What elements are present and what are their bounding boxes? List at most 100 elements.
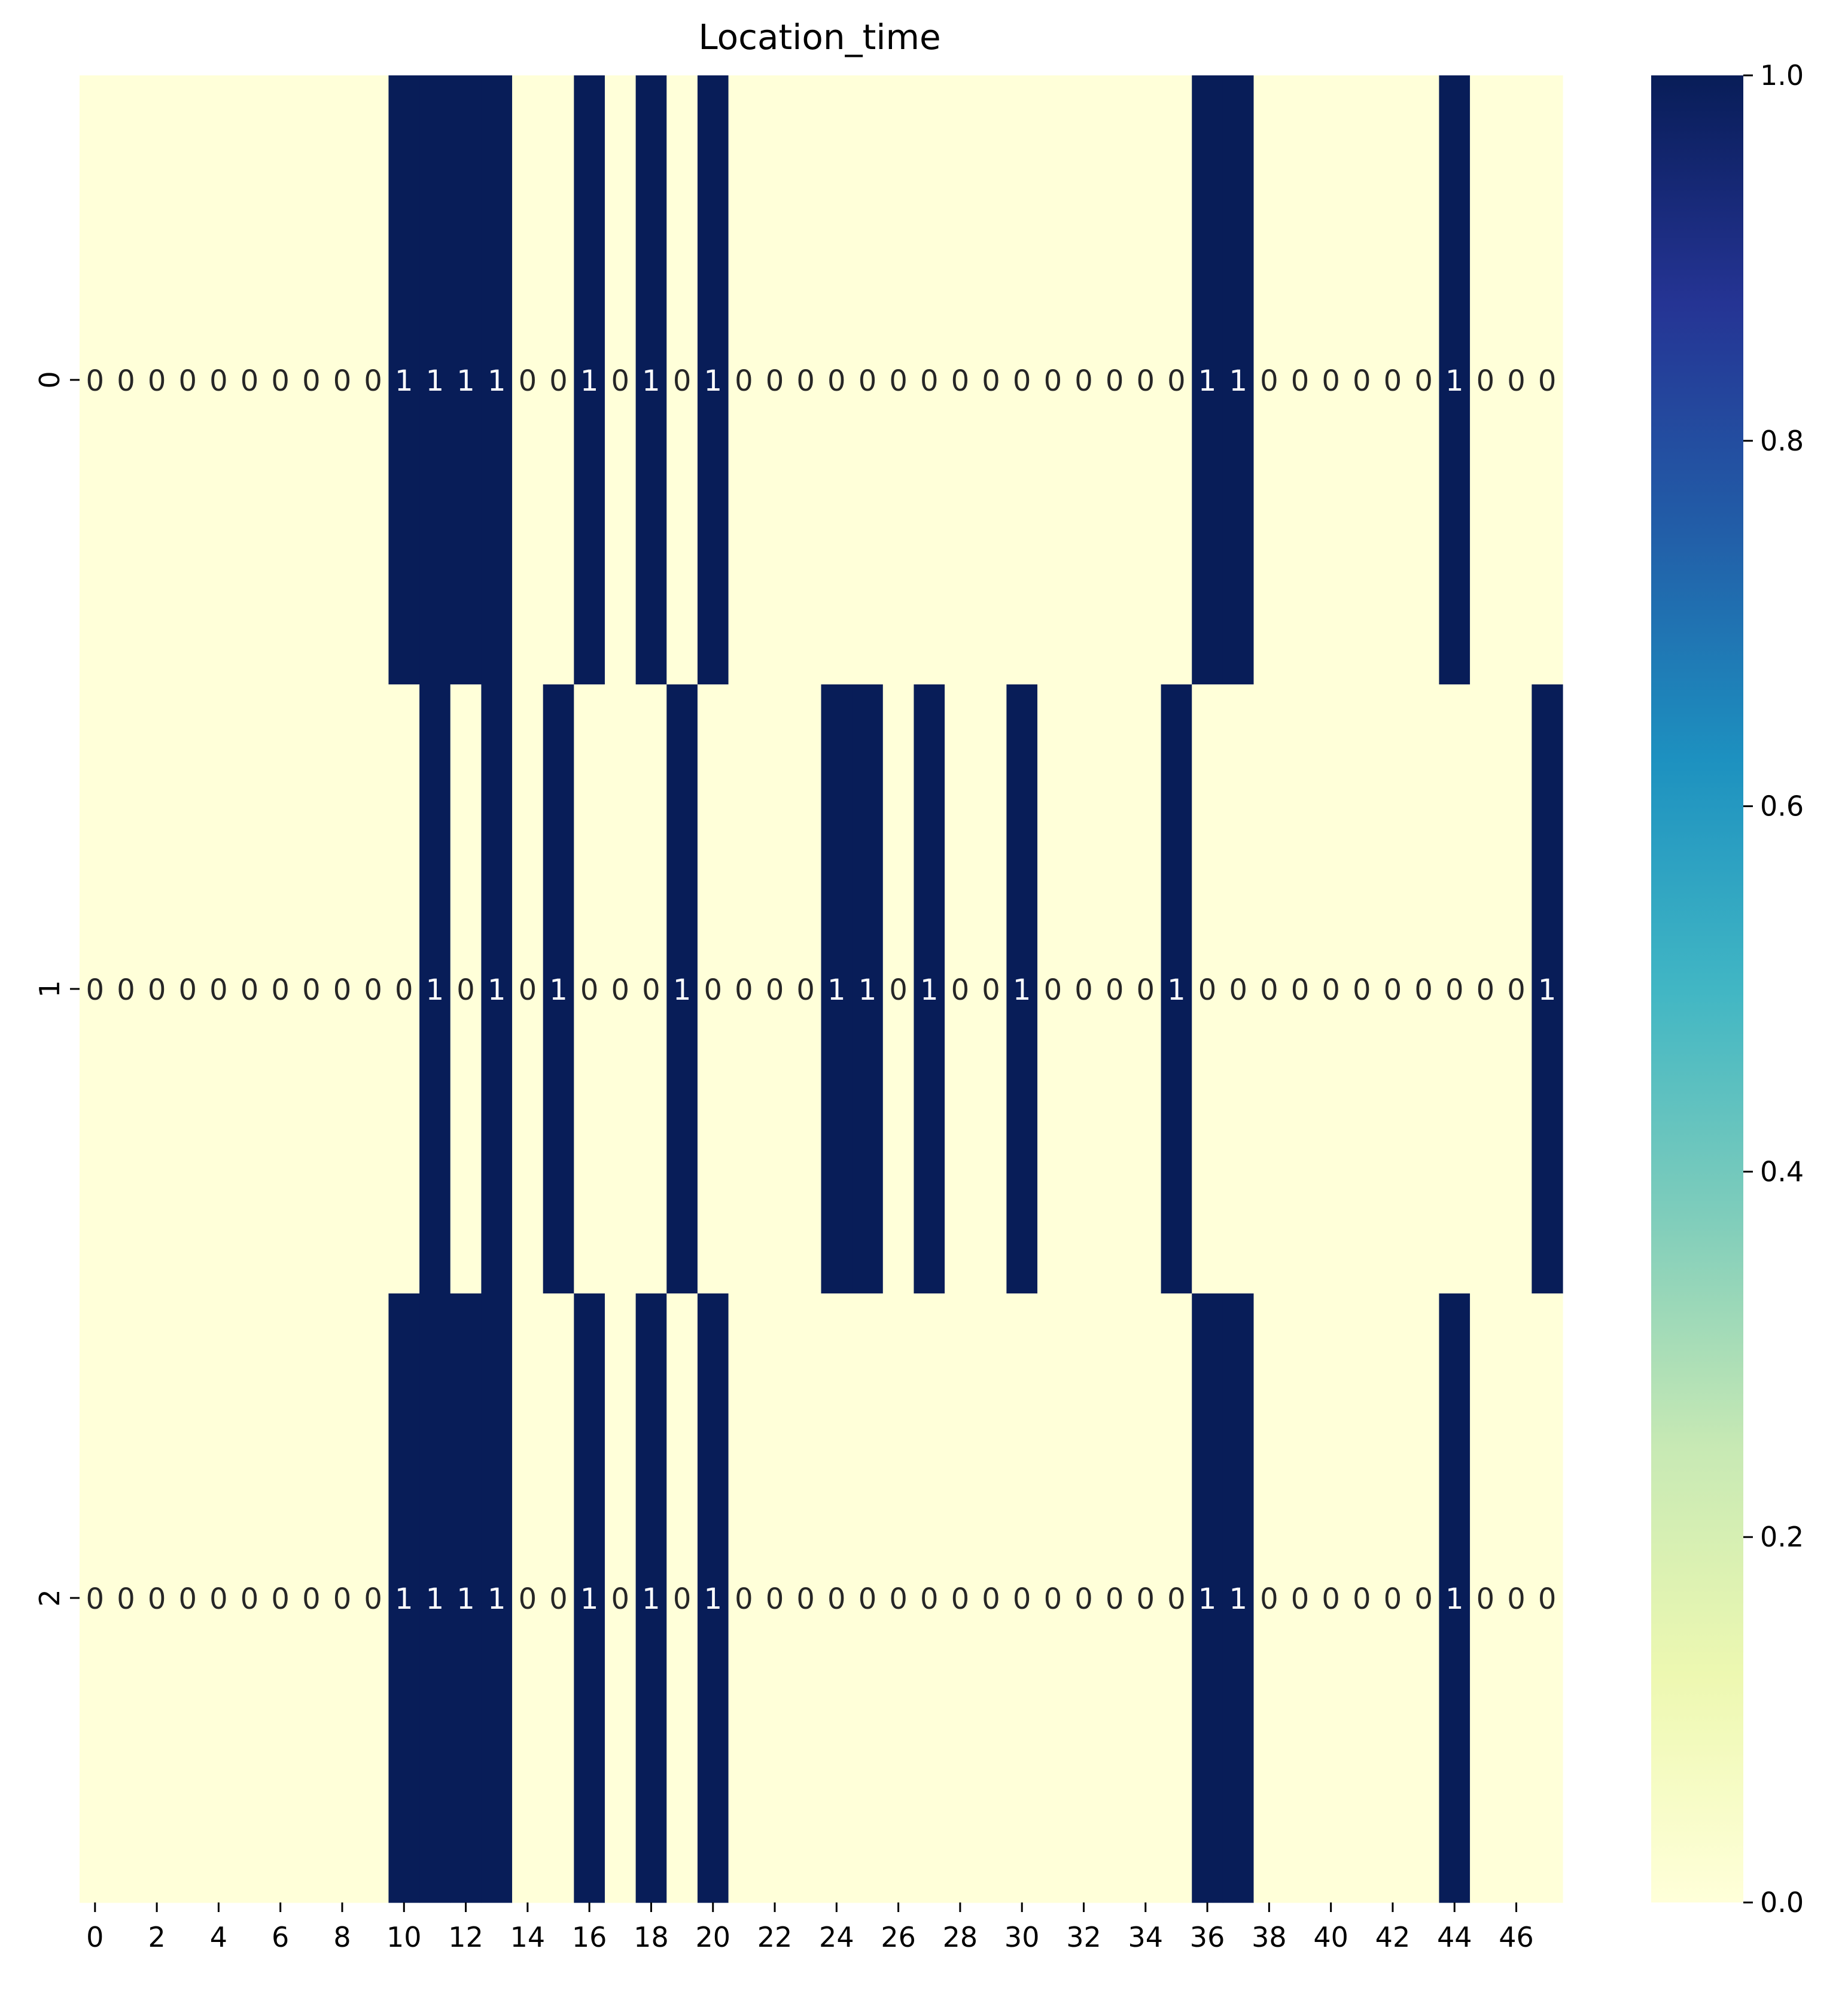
heatmap-cell xyxy=(1408,684,1440,1294)
cell-annotation: 0 xyxy=(117,1582,135,1616)
heatmap-cell xyxy=(110,1293,142,1903)
heatmap-cell xyxy=(1161,684,1192,1294)
cell-annotation: 0 xyxy=(1322,364,1340,398)
cell-annotation: 0 xyxy=(209,1582,228,1616)
heatmap-cell xyxy=(481,75,513,685)
cell-annotation: 0 xyxy=(1353,1582,1371,1616)
cell-annotation: 0 xyxy=(549,1582,568,1616)
cell-annotation: 0 xyxy=(1353,973,1371,1007)
cell-annotation: 0 xyxy=(1476,973,1495,1007)
cell-annotation: 0 xyxy=(858,364,877,398)
cell-annotation: 0 xyxy=(148,1582,166,1616)
cell-annotation: 0 xyxy=(271,1582,290,1616)
heatmap-cell xyxy=(697,684,729,1294)
heatmap-cell xyxy=(852,684,884,1294)
heatmap-cell xyxy=(945,75,976,685)
heatmap-cell xyxy=(666,684,698,1294)
x-tick-label: 14 xyxy=(510,1921,546,1953)
cell-annotation: 0 xyxy=(549,364,568,398)
cell-annotation: 1 xyxy=(1445,364,1464,398)
heatmap-cell xyxy=(203,684,235,1294)
heatmap-cell xyxy=(357,684,389,1294)
heatmap-cell xyxy=(141,1293,173,1903)
cell-annotation: 0 xyxy=(1044,364,1062,398)
cell-annotation: 0 xyxy=(642,973,660,1007)
cell-annotation: 0 xyxy=(364,1582,382,1616)
heatmap-cell xyxy=(914,75,945,685)
cell-annotation: 0 xyxy=(796,364,815,398)
cell-annotation: 0 xyxy=(178,1582,197,1616)
cell-annotation: 0 xyxy=(1198,973,1217,1007)
x-tick-label: 28 xyxy=(943,1921,978,1953)
heatmap-cell xyxy=(821,75,853,685)
cell-annotation: 0 xyxy=(858,1582,877,1616)
x-tick-label: 10 xyxy=(386,1921,422,1953)
cell-annotation: 0 xyxy=(1044,973,1062,1007)
heatmap-cell xyxy=(975,1293,1007,1903)
heatmap-cell xyxy=(296,684,327,1294)
x-tick-label: 16 xyxy=(572,1921,607,1953)
heatmap-cell xyxy=(914,1293,945,1903)
cell-annotation: 1 xyxy=(673,973,692,1007)
heatmap-cell xyxy=(1315,75,1347,685)
heatmap-cell xyxy=(1439,1293,1471,1903)
heatmap-cell xyxy=(852,75,884,685)
heatmap-cell xyxy=(1532,684,1563,1294)
heatmap-cell xyxy=(203,1293,235,1903)
heatmap-cell xyxy=(543,1293,574,1903)
heatmap-cell xyxy=(110,75,142,685)
heatmap-cell xyxy=(882,684,915,1294)
cell-annotation: 1 xyxy=(426,1582,445,1616)
heatmap-cell xyxy=(80,684,111,1294)
heatmap-cell xyxy=(357,1293,389,1903)
heatmap-cell xyxy=(604,1293,637,1903)
heatmap-cell xyxy=(604,75,637,685)
cell-annotation: 0 xyxy=(1260,364,1278,398)
cell-annotation: 0 xyxy=(1106,364,1124,398)
heatmap-cell xyxy=(1377,1293,1409,1903)
heatmap-cell xyxy=(759,684,791,1294)
x-tick-label: 12 xyxy=(448,1921,483,1953)
cell-annotation: 1 xyxy=(426,364,445,398)
cell-annotation: 0 xyxy=(1538,1582,1557,1616)
heatmap-cell xyxy=(234,684,266,1294)
heatmap-cell xyxy=(172,1293,204,1903)
cell-annotation: 0 xyxy=(1507,1582,1526,1616)
y-tick-label: 2 xyxy=(34,1589,66,1606)
heatmap-cell xyxy=(821,684,853,1294)
cell-annotation: 0 xyxy=(735,364,753,398)
colorbar-tick-label: 0.4 xyxy=(1760,1155,1804,1188)
heatmap-cell xyxy=(1346,684,1378,1294)
y-tick-label: 1 xyxy=(34,980,66,997)
cell-annotation: 1 xyxy=(1229,364,1247,398)
heatmap-cell xyxy=(1500,684,1532,1294)
heatmap-cell xyxy=(172,684,204,1294)
colorbar-tick-label: 1.0 xyxy=(1760,59,1804,92)
cell-annotation: 1 xyxy=(704,364,722,398)
heatmap-cell xyxy=(1532,75,1563,685)
heatmap-cell xyxy=(141,684,173,1294)
x-tick-label: 40 xyxy=(1313,1921,1348,1953)
cell-annotation: 0 xyxy=(271,364,290,398)
cell-annotation: 0 xyxy=(1013,1582,1031,1616)
heatmap-cell xyxy=(141,75,173,685)
heatmap-cell xyxy=(728,75,760,685)
cell-annotation: 0 xyxy=(302,973,321,1007)
x-tick-label: 32 xyxy=(1066,1921,1101,1953)
cell-annotation: 0 xyxy=(519,973,537,1007)
cell-annotation: 0 xyxy=(1538,364,1557,398)
heatmap-cell xyxy=(1222,75,1255,685)
cell-annotation: 1 xyxy=(1445,1582,1464,1616)
heatmap-cell xyxy=(1222,1293,1255,1903)
cell-annotation: 0 xyxy=(766,973,784,1007)
heatmap-cell xyxy=(975,684,1007,1294)
heatmap-cell xyxy=(882,1293,915,1903)
cell-annotation: 0 xyxy=(796,973,815,1007)
heatmap-cell xyxy=(790,684,822,1294)
x-tick-label: 34 xyxy=(1128,1921,1164,1953)
x-tick-label: 6 xyxy=(272,1921,289,1953)
heatmap-cell xyxy=(512,1293,544,1903)
cell-annotation: 1 xyxy=(488,1582,506,1616)
cell-annotation: 0 xyxy=(1322,973,1340,1007)
